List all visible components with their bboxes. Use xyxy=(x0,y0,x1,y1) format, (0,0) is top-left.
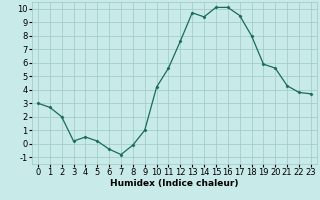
X-axis label: Humidex (Indice chaleur): Humidex (Indice chaleur) xyxy=(110,179,239,188)
